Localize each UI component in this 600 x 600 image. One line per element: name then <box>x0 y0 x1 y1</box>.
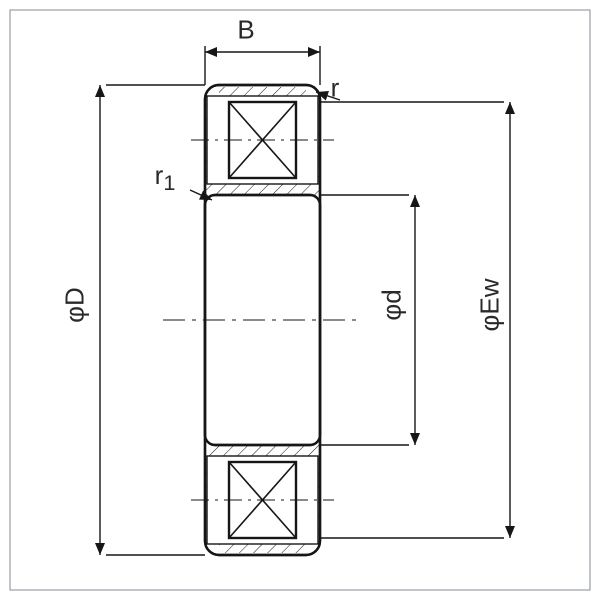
label-phiEw: φEw <box>475 279 506 332</box>
label-r: r <box>331 73 340 104</box>
label-B: B <box>237 15 254 46</box>
label-phiD: φD <box>60 287 91 323</box>
label-r1: r1 <box>155 160 176 196</box>
label-phid: φd <box>377 289 408 320</box>
diagram-stage: B r r1 φD φd φEw <box>0 0 600 600</box>
